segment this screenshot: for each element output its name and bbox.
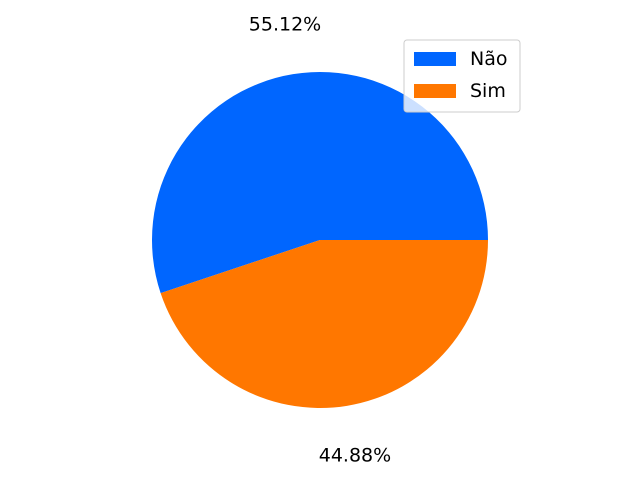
pie-value-label-sim: 44.88% <box>319 445 391 467</box>
pie-labels: 55.12% 44.88% <box>249 13 391 466</box>
legend-label-nao: Não <box>470 48 507 70</box>
pie-slice-nao <box>152 72 488 294</box>
legend-label-sim: Sim <box>470 80 506 102</box>
legend-swatch-nao <box>414 52 456 66</box>
legend: Não Sim <box>403 39 521 113</box>
pie-value-label-nao: 55.12% <box>249 13 321 35</box>
legend-swatch-sim <box>414 84 456 98</box>
pie-slice-sim <box>160 240 489 409</box>
pie-slices <box>152 72 489 409</box>
